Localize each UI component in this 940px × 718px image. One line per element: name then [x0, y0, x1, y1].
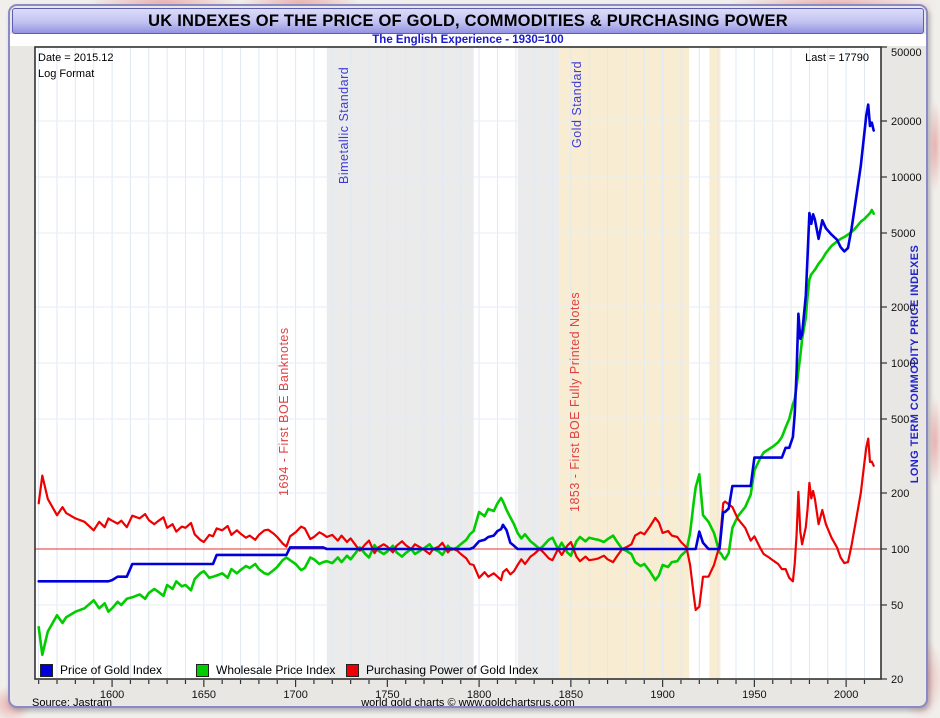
- svg-text:1850: 1850: [559, 689, 583, 698]
- last-value-readout: Last = 17790: [805, 52, 869, 64]
- annotation-first-boe-printed-notes: 1853 - First BOE Fully Printed Notes: [568, 291, 583, 512]
- svg-text:1700: 1700: [283, 689, 307, 698]
- gold-legend-swatch-icon: [40, 663, 53, 677]
- svg-text:50000: 50000: [891, 47, 922, 59]
- annotation-gold-standard: Gold Standard: [570, 60, 585, 148]
- svg-text:1900: 1900: [650, 689, 674, 698]
- title-bar: UK INDEXES OF THE PRICE OF GOLD, COMMODI…: [12, 8, 924, 34]
- legend-item-gold: Price of Gold Index: [40, 663, 162, 677]
- purchasing-power-legend-swatch-icon: [346, 663, 359, 677]
- chart-window-frame: UK INDEXES OF THE PRICE OF GOLD, COMMODI…: [8, 4, 928, 708]
- svg-text:1800: 1800: [467, 689, 491, 698]
- svg-text:20000: 20000: [891, 116, 922, 128]
- svg-text:1750: 1750: [375, 689, 399, 698]
- scale-format-label: Log Format: [38, 68, 95, 80]
- svg-text:200: 200: [891, 488, 909, 500]
- legend-label: Wholesale Price Index: [216, 663, 336, 677]
- price-index-chart: 1600 1650 1700 1750 1800 1850 1900 1950 2000 5000…: [34, 46, 922, 698]
- legend-label: Price of Gold Index: [60, 663, 163, 677]
- svg-text:5000: 5000: [891, 228, 915, 240]
- svg-text:2000: 2000: [834, 689, 858, 698]
- watermark-artifact: [928, 396, 940, 486]
- watermark-artifact: [928, 100, 940, 192]
- svg-text:1950: 1950: [742, 689, 766, 698]
- legend-item-wholesale: Wholesale Price Index: [196, 663, 335, 677]
- svg-text:20: 20: [891, 674, 903, 686]
- page-title: UK INDEXES OF THE PRICE OF GOLD, COMMODI…: [148, 11, 788, 30]
- svg-text:500: 500: [891, 414, 909, 426]
- legend-label: Purchasing Power of Gold Index: [366, 663, 539, 677]
- svg-text:LONG TERM COMMODITY PRICE INDE: LONG TERM COMMODITY PRICE INDEXES: [909, 245, 921, 484]
- annotation-first-boe-banknotes: 1694 - First BOE Banknotes: [276, 327, 291, 496]
- svg-text:1650: 1650: [192, 689, 216, 698]
- svg-text:1000: 1000: [891, 358, 915, 370]
- legend-item-purchasing-power: Purchasing Power of Gold Index: [346, 663, 538, 677]
- wholesale-legend-swatch-icon: [196, 663, 209, 677]
- chart-area: 1600 1650 1700 1750 1800 1850 1900 1950 2000 5000…: [10, 46, 926, 698]
- chart-subtitle: The English Experience - 1930=100: [10, 34, 926, 46]
- site-credit: world gold charts © www.goldchartsrus.co…: [361, 697, 575, 708]
- svg-text:100: 100: [891, 544, 909, 556]
- source-credit: Source: Jastram: [32, 697, 113, 708]
- svg-text:2000: 2000: [891, 302, 915, 314]
- date-readout: Date = 2015.12: [38, 52, 114, 64]
- annotation-bimetallic-standard: Bimetallic Standard: [337, 66, 352, 184]
- svg-text:10000: 10000: [891, 172, 922, 184]
- svg-text:50: 50: [891, 600, 903, 612]
- footer-bar: Source: Jastram world gold charts © www.…: [10, 697, 926, 708]
- svg-text:1600: 1600: [100, 689, 124, 698]
